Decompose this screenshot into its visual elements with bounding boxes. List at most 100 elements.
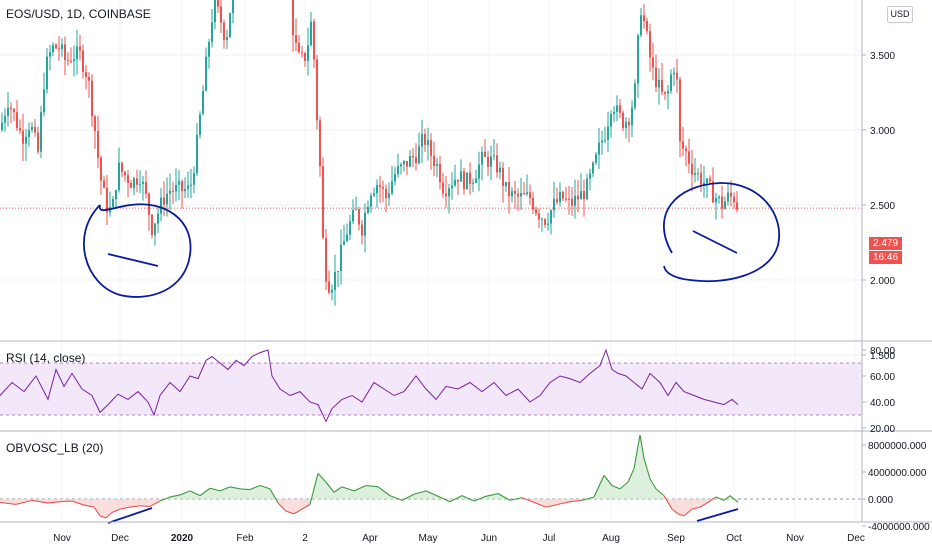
currency-button[interactable]: USD [887,6,913,23]
candle-body [736,202,738,210]
candle-body [313,21,315,60]
obv-area [534,499,546,508]
obv-line [353,484,367,492]
candle-body [628,121,630,126]
candle-body [643,15,645,22]
candle-body [91,80,93,117]
candle-body [16,112,18,129]
obv-line [461,495,475,502]
obv-area [650,478,656,499]
obv-line [159,496,171,502]
candle-body [55,44,57,49]
obv-area [112,499,120,513]
obv-line [569,499,583,503]
obv-area [684,499,692,516]
user-drawings[interactable] [83,182,781,524]
candle-body [376,185,378,194]
candle-body [331,289,333,293]
obv-line [533,501,547,508]
x-tick-label: 2020 [171,533,194,544]
candle-body [205,56,207,91]
obv-area [230,486,240,499]
obv-line [365,484,379,488]
candle-body [610,113,612,127]
candle-body [583,190,585,200]
candle-body [382,186,384,189]
candle-body [694,172,696,175]
candle-body [415,157,417,164]
obv-line [325,481,335,493]
obv-line [557,501,571,505]
candle-body [49,52,51,57]
candle-body [733,196,735,203]
candle-body [562,191,564,199]
candle-body [613,111,615,114]
candle-body [121,162,123,172]
candle-body [373,193,375,196]
obv-line [545,503,559,508]
candle-body [664,91,666,94]
candle-body [667,91,669,94]
candle-body [100,157,102,181]
candle-body [703,183,705,185]
candle-body [670,74,672,92]
candle-body [208,41,210,57]
candle-body [334,271,336,290]
countdown-tag: 16:46 [869,251,902,264]
candle-body [484,151,486,158]
candle-body [412,155,414,158]
candle-body [394,174,396,182]
obv-line [663,495,673,510]
symbol-title[interactable]: EOS/USD, 1D, COINBASE [6,7,151,21]
rsi-band-fill [0,363,862,415]
obv-line [239,488,251,491]
circle-annotation-right [662,182,781,283]
candle-body [58,48,60,50]
obv-line [473,495,487,502]
candle-body [544,219,546,225]
obv-area [612,485,620,499]
candle-body [304,53,306,61]
candle-body [184,189,186,192]
obv-area [240,488,250,499]
y-tick-label: 3.500 [870,51,895,62]
candle-body [655,67,657,88]
obv-line [269,488,279,504]
obv-title[interactable]: OBVOSC_LB (20) [6,441,104,455]
trendline-right [692,230,738,254]
candle-body [718,196,720,199]
obv-line [377,486,391,497]
candle-body [442,182,444,194]
obv-area [190,490,200,499]
candle-body [424,134,426,145]
candle-body [358,209,360,225]
candle-body [322,166,324,238]
obv-line [219,486,231,492]
obv-line [485,493,499,497]
candle-body [436,164,438,166]
x-tick-label: Dec [111,533,129,544]
candle-body [538,213,540,220]
obv-line [699,501,709,508]
obv-line [677,513,685,517]
candle-body [598,142,600,155]
obv-line [437,495,451,503]
obv-line [59,500,73,503]
candle-body [391,181,393,194]
candle-body [649,31,651,58]
rsi-title[interactable]: RSI (14, close) [6,351,86,365]
candle-body [532,198,534,210]
obv-area [120,499,130,510]
y-tick-label: 2.000 [870,276,895,287]
candle-body [370,195,372,207]
candle-body [550,210,552,224]
candle-body [352,210,354,222]
candle-body [421,134,423,147]
candle-body [175,184,177,192]
candle-body [520,192,522,197]
candle-body [487,157,489,167]
x-tick-label: 2 [302,533,308,544]
candle-body [403,160,405,165]
